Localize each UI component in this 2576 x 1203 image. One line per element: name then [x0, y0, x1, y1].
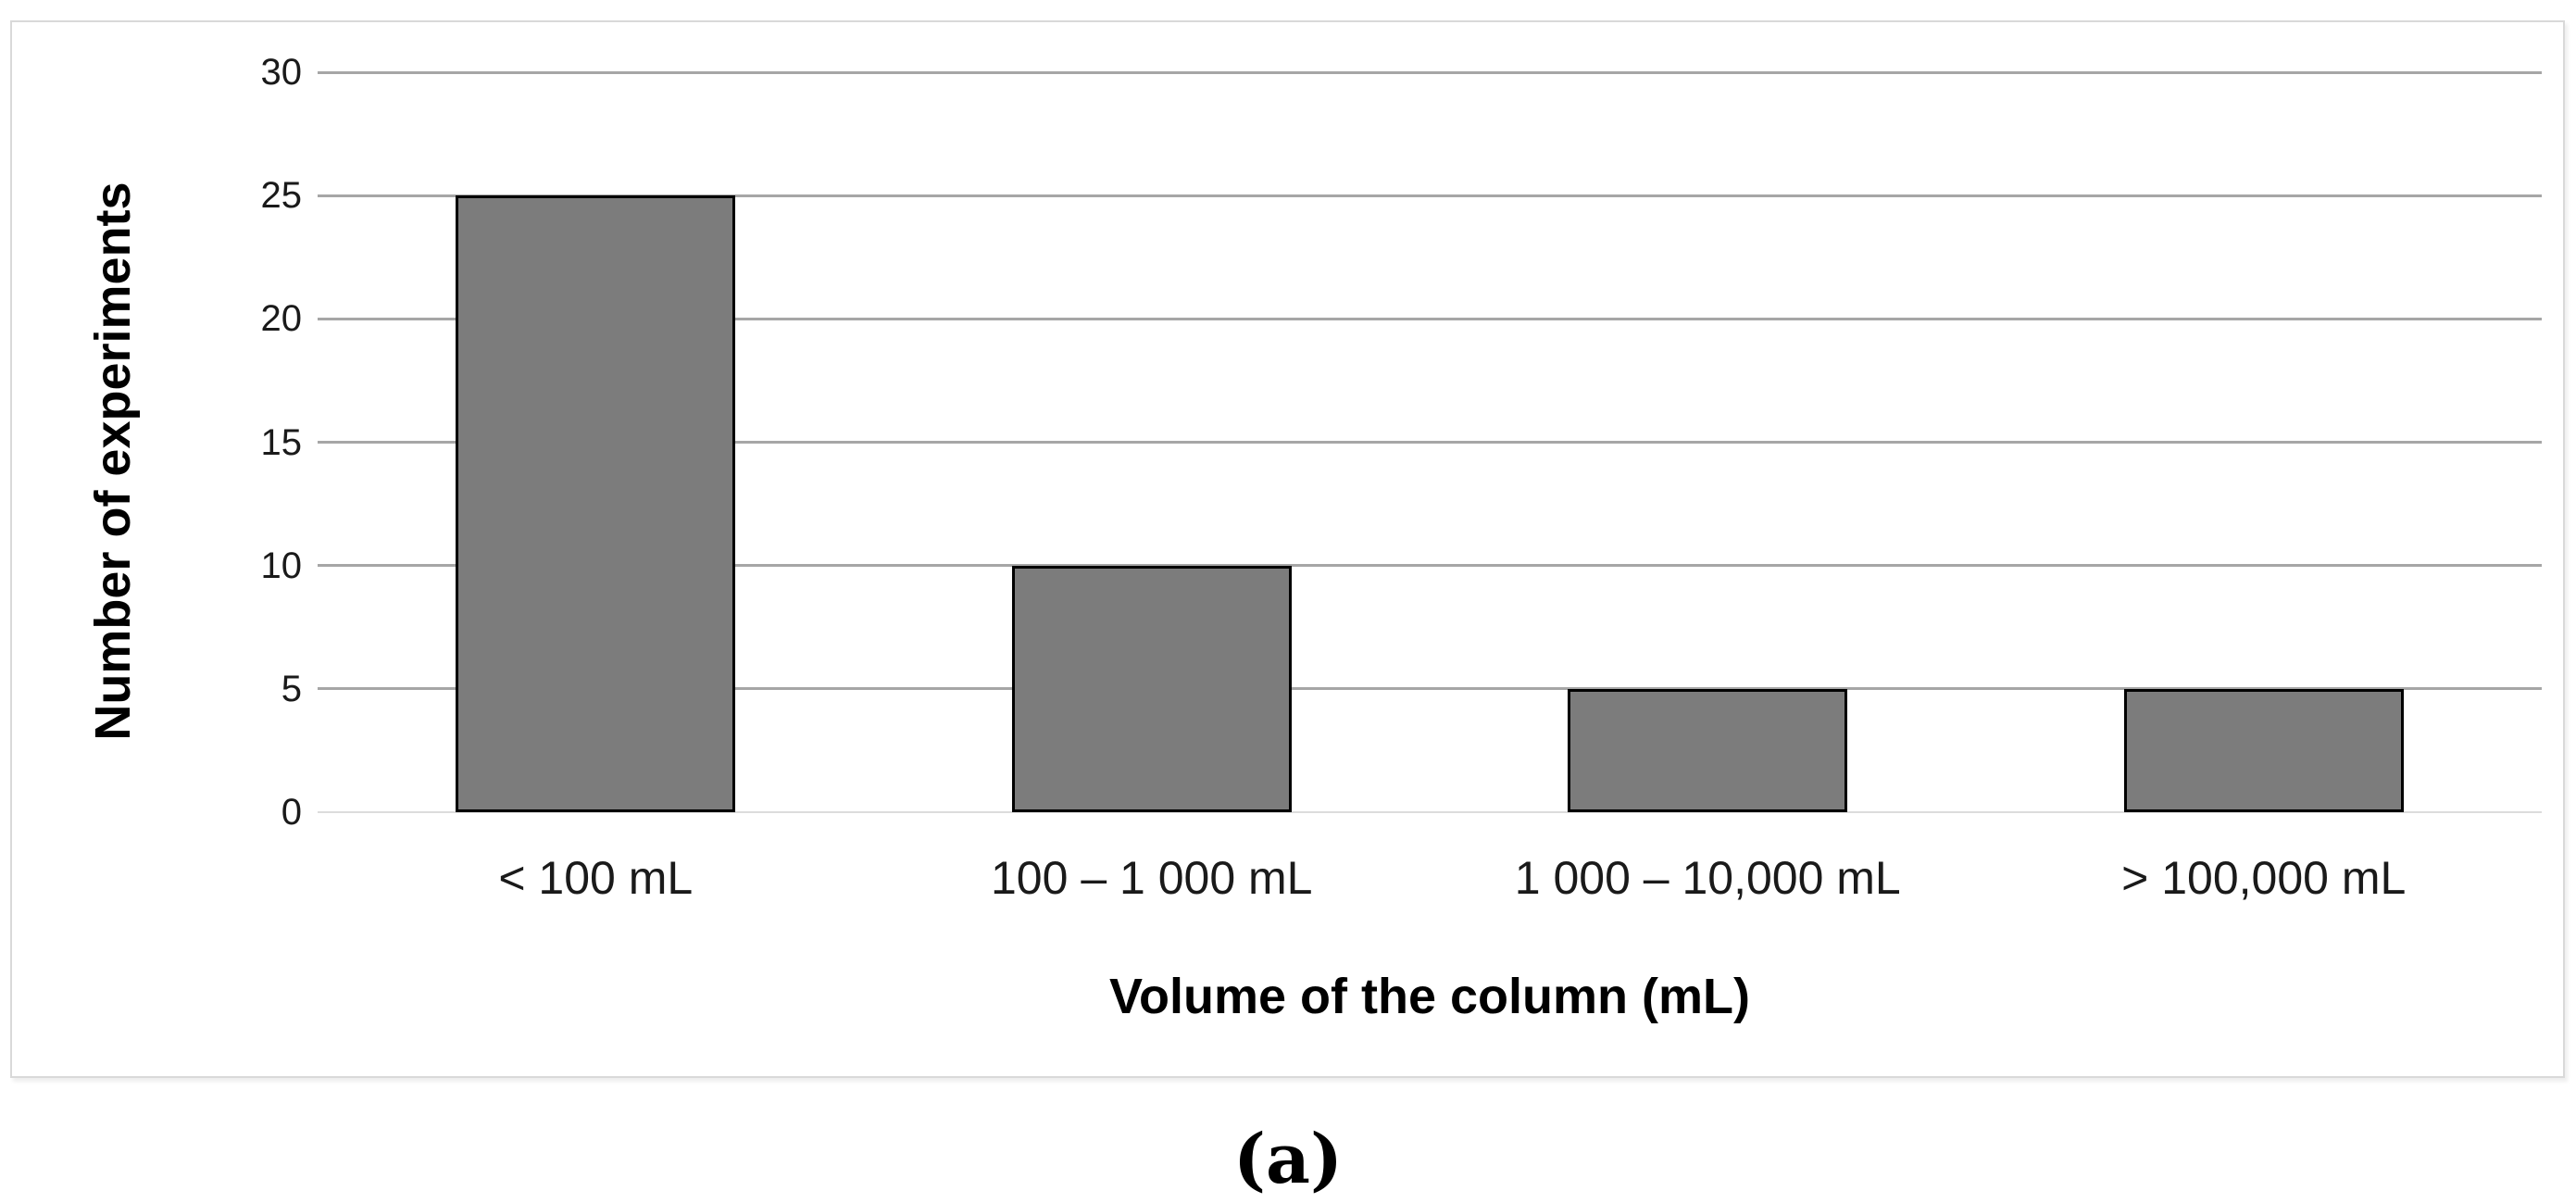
gridline-y-25: [318, 194, 2542, 197]
figure-caption: (a): [1233, 1120, 1343, 1199]
chart-frame: Number of experiments 0 5 10 15 20 25 30 < 100…: [10, 20, 2565, 1078]
y-tick-label-30: 30: [260, 52, 303, 93]
x-category-label-2: 1 000 – 10,000 mL: [1514, 852, 1901, 904]
y-axis-tick-labels: 0 5 10 15 20 25 30: [12, 54, 303, 831]
y-tick-label-0: 0: [281, 792, 302, 833]
x-category-label-3: > 100,000 mL: [2121, 852, 2407, 904]
x-axis-category-labels: < 100 mL 100 – 1 000 mL 1 000 – 10,000 mL >…: [318, 852, 2542, 908]
x-axis-title: Volume of the column (mL): [1109, 969, 1750, 1024]
y-tick-label-5: 5: [281, 668, 302, 709]
y-tick-label-15: 15: [260, 421, 303, 463]
bar-3: [2123, 688, 2404, 812]
gridline-y-10: [318, 564, 2542, 568]
bar-2: [1568, 688, 1848, 812]
gridline-y-20: [318, 317, 2542, 320]
y-tick-label-20: 20: [260, 298, 303, 340]
y-tick-label-10: 10: [260, 545, 303, 586]
gridline-y-15: [318, 441, 2542, 444]
plot-area: [318, 70, 2542, 813]
x-category-label-1: 100 – 1 000 mL: [991, 852, 1313, 904]
gridline-y-30: [318, 70, 2542, 74]
gridline-y-0: [318, 811, 2542, 813]
gridline-y-5: [318, 687, 2542, 691]
y-tick-label-25: 25: [260, 175, 303, 217]
x-category-label-0: < 100 mL: [498, 852, 694, 904]
bar-0: [456, 195, 736, 812]
bar-1: [1011, 565, 1292, 812]
